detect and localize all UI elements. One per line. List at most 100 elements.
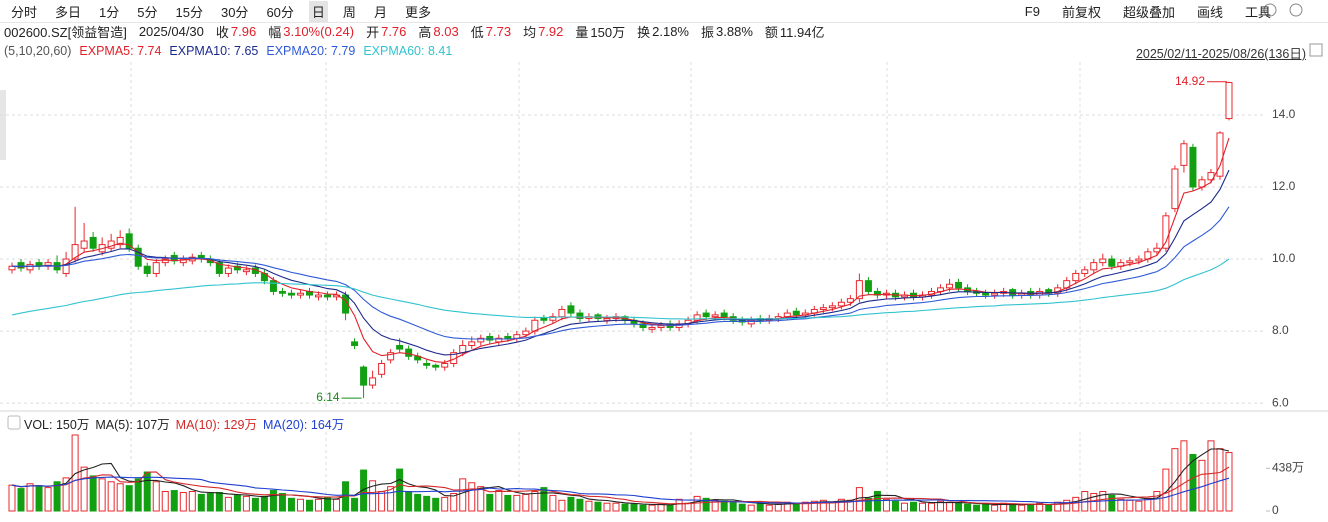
tab[interactable]: 30分 [220, 4, 249, 20]
tab[interactable]: 更多 [404, 4, 431, 20]
settings-icon[interactable] [1263, 3, 1277, 17]
help-icon[interactable] [7, 415, 21, 430]
volume-bar [729, 501, 737, 512]
volume-bar [89, 475, 97, 512]
y-tick-label: 12.0 [1272, 179, 1296, 193]
candle-body [62, 258, 70, 274]
tab[interactable]: 日 [308, 0, 328, 22]
candle-body [423, 362, 431, 366]
candle-body [1171, 168, 1179, 210]
volume-bar [576, 498, 584, 512]
candle-body [837, 301, 845, 307]
candle-body [432, 364, 440, 368]
legend-entry: VOL: 150万 [24, 417, 90, 432]
candle-body [396, 344, 404, 350]
candle-body [1090, 262, 1098, 271]
volume-bar [206, 492, 214, 512]
candle-body [1189, 146, 1197, 188]
candle-body [369, 377, 377, 386]
field-value: 7.76 [381, 23, 407, 39]
tab[interactable]: 15分 [175, 4, 203, 20]
volume-bar [71, 434, 79, 512]
candle-body [846, 298, 854, 303]
field-value: 11.94亿 [779, 24, 825, 40]
candle-body [26, 263, 34, 271]
tab[interactable]: 分时 [11, 4, 38, 20]
tool-button[interactable]: F9 [1024, 3, 1040, 19]
field-label: 换 [637, 24, 651, 40]
range-icon[interactable] [1309, 43, 1323, 57]
candle-body [116, 236, 124, 246]
legend-entry: MA(20): 164万 [262, 417, 345, 432]
volume-bar [882, 498, 890, 512]
volume-bar [837, 498, 845, 512]
volume-bar [98, 478, 106, 512]
candle-body [1216, 132, 1224, 177]
legend-entry: MA(5): 107万 [95, 417, 170, 432]
volume-bar [369, 480, 377, 512]
candle-body [1153, 247, 1161, 253]
candle-body [224, 267, 232, 274]
tool-button[interactable]: 前复权 [1061, 4, 1101, 20]
volume-bar [477, 486, 485, 512]
price-legend: (5,10,20,60) EXPMA5: 7.74 EXPMA10: 7.65 EX… [4, 43, 460, 59]
volume-bar [855, 487, 863, 512]
volume-bar [1225, 452, 1233, 512]
volume-bar [1018, 504, 1026, 512]
candle-body [1225, 82, 1233, 120]
candle-body [134, 247, 142, 267]
candle-body [477, 337, 485, 343]
field-value: 7.92 [538, 23, 564, 39]
volume-bar [152, 481, 160, 512]
tools: F9 前复权 超级叠加 画线 工具 [1010, 0, 1278, 22]
volume-bar [585, 500, 593, 512]
candle-body [864, 280, 872, 292]
volume-bar [1117, 498, 1125, 512]
tab[interactable]: 月 [373, 4, 387, 20]
candle-body [360, 366, 368, 386]
candle-body [522, 330, 530, 336]
field-label: 开 [366, 24, 380, 40]
tab[interactable]: 周 [342, 4, 356, 20]
field-label: 均 [523, 24, 537, 40]
tab[interactable]: 1分 [99, 4, 120, 20]
tool-button[interactable]: 画线 [1196, 4, 1223, 20]
field-label: 额 [764, 24, 778, 40]
volume-bar [774, 503, 782, 512]
y-tick-label: 10.0 [1272, 251, 1296, 265]
candle-body [1180, 143, 1188, 166]
volume-bar [612, 502, 620, 512]
volume-bar [62, 477, 70, 512]
candle-body [603, 317, 611, 321]
candle-body [152, 262, 160, 274]
tab[interactable]: 5分 [137, 4, 158, 20]
side-tab[interactable] [0, 90, 6, 160]
tab[interactable]: 多日 [55, 4, 82, 20]
volume-bar [495, 490, 503, 512]
volume-bar [405, 491, 413, 512]
candle-body [955, 281, 963, 289]
field-value: 7.73 [485, 23, 512, 39]
volume-bar [1045, 504, 1053, 512]
annotation: 14.92 [1175, 74, 1205, 88]
volume-bar [1171, 448, 1179, 512]
volume-bar [702, 497, 710, 512]
volume-bar [423, 495, 431, 512]
date-range[interactable]: 2025/02/11-2025/08/26(136日) [1135, 47, 1306, 61]
volume-bar [161, 491, 169, 512]
volume-bar [973, 504, 981, 512]
volume-bar [459, 478, 467, 512]
field-value: 8.03 [433, 23, 459, 39]
tool-button[interactable]: 工具 [1244, 4, 1271, 20]
tab[interactable]: 60分 [266, 4, 294, 20]
close-icon[interactable] [1289, 3, 1303, 17]
y-tick-label: 14.0 [1272, 107, 1296, 121]
tool-button[interactable]: 超级叠加 [1122, 4, 1175, 20]
volume-bar [35, 485, 43, 512]
candle-body [17, 262, 25, 269]
volume-bar [486, 493, 494, 512]
volume-bar [603, 502, 611, 512]
volume-bar [125, 485, 133, 512]
volume-bar [468, 482, 476, 512]
